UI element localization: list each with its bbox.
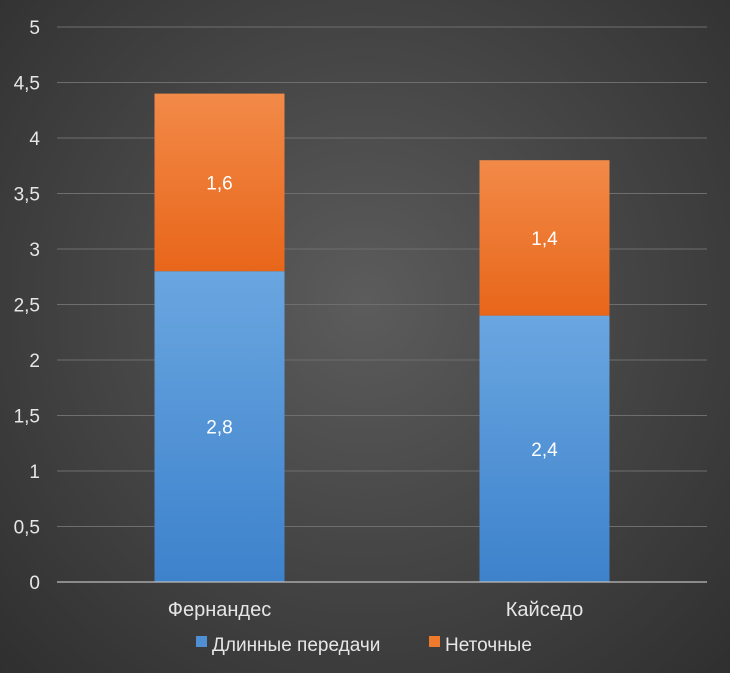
x-category-label: Фернандес (168, 599, 271, 621)
data-label: 2,8 (206, 418, 232, 439)
y-tick-label: 5 (29, 18, 40, 39)
data-label: 2,4 (531, 440, 558, 461)
y-tick-label: 4,5 (14, 74, 40, 95)
legend-label: Неточные (445, 635, 532, 656)
y-tick-label: 2,5 (14, 296, 40, 317)
legend-swatch (196, 636, 207, 647)
bar-segment (479, 160, 610, 316)
y-tick-label: 3,5 (14, 185, 40, 206)
y-tick-label: 4 (29, 129, 40, 150)
data-label: 1,6 (206, 173, 232, 194)
data-label: 1,4 (531, 229, 558, 250)
y-tick-label: 1,5 (14, 407, 40, 428)
x-category-label: Кайседо (506, 599, 583, 621)
bars: 2,8 1,6 2,4 1,4 (154, 93, 610, 582)
legend-label: Длинные передачи (212, 635, 380, 656)
legend-swatch (429, 636, 440, 647)
y-tick-label: 3 (29, 240, 40, 261)
y-tick-label: 0 (29, 573, 40, 594)
y-tick-label: 0,5 (14, 518, 40, 539)
legend: Длинные передачи Неточные (196, 635, 532, 656)
y-tick-label: 2 (29, 351, 40, 372)
bar-segment (479, 315, 610, 582)
y-tick-label: 1 (29, 462, 40, 483)
bar-segment (154, 93, 285, 272)
axes: 0 0,5 1 1,5 2 2,5 3 3,5 4 4,5 5 Фернандес Кайседо (14, 18, 707, 621)
bar-segment (154, 271, 285, 582)
